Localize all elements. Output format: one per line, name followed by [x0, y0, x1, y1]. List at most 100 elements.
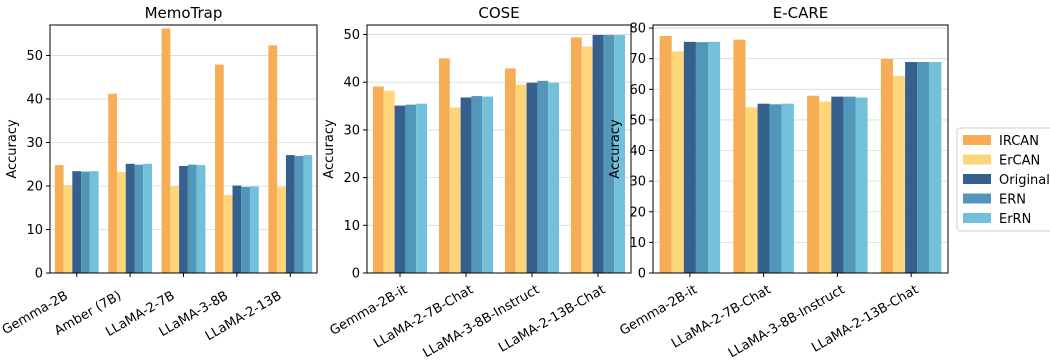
bar-original-1	[394, 105, 406, 273]
bar-errn-1	[708, 41, 721, 273]
y-axis-label: Accuracy	[322, 119, 337, 179]
chart-title: MemoTrap	[145, 4, 223, 22]
legend-label-ercan: ErCAN	[999, 154, 1040, 169]
bar-ircan-2	[733, 39, 746, 274]
y-tick-label: 50	[629, 113, 646, 128]
bar-ercan-4	[223, 195, 233, 273]
bar-original-3	[526, 82, 538, 273]
bar-errn-4	[614, 35, 626, 274]
bar-ern-3	[843, 96, 856, 274]
bar-ern-3	[537, 80, 549, 273]
legend-label-ircan: IRCAN	[999, 134, 1039, 149]
bar-ercan-2	[116, 172, 126, 273]
y-tick-label: 80	[629, 22, 646, 37]
legend-swatch-original	[963, 174, 991, 184]
bar-original-5	[285, 155, 295, 273]
bar-errn-1	[416, 103, 428, 273]
bar-original-1	[683, 41, 696, 273]
y-tick-label: 0	[352, 267, 360, 282]
bar-original-3	[179, 165, 188, 273]
bar-ircan-2	[438, 58, 450, 274]
legend-swatch-ercan	[963, 154, 991, 165]
legend-swatch-ircan	[963, 135, 991, 145]
bar-ercan-1	[671, 51, 684, 273]
y-tick-label: 10	[629, 236, 646, 251]
y-tick-label: 30	[343, 123, 360, 138]
y-tick-label: 60	[629, 83, 646, 98]
y-tick-label: 30	[26, 136, 43, 151]
bar-errn-5	[303, 155, 313, 273]
bar-ircan-4	[570, 37, 582, 274]
legend-label-original: Original	[999, 173, 1050, 188]
bar-original-3	[831, 96, 844, 274]
bar-ern-2	[769, 104, 782, 273]
axes-frame	[366, 24, 632, 274]
bar-ern-4	[917, 62, 930, 274]
bar-original-2	[125, 163, 135, 273]
y-tick-label: 50	[343, 28, 360, 43]
legend-label-ern: ERN	[999, 193, 1026, 208]
x-tick-label: LLaMA-3-8B-Instruct	[421, 282, 542, 360]
bar-ircan-1	[659, 36, 672, 274]
bar-errn-2	[143, 163, 152, 273]
y-tick-label: 30	[629, 175, 646, 190]
bar-original-4	[232, 185, 242, 273]
x-tick-label: LLaMA-2-13B-Chat	[496, 282, 608, 355]
bar-ern-2	[134, 164, 144, 273]
chart-panel-2: 01020304050Gemma-2B-itLLaMA-2-7B-ChatLLa…	[322, 4, 632, 360]
y-tick-label: 40	[343, 76, 360, 91]
bar-ircan-4	[880, 58, 893, 273]
legend-swatch-errn	[963, 213, 991, 223]
bar-ern-5	[294, 155, 304, 273]
y-tick-label: 20	[629, 205, 646, 220]
chart-title: E-CARE	[773, 4, 829, 22]
y-tick-label: 10	[343, 219, 360, 234]
bar-ircan-4	[215, 64, 224, 273]
axes-frame	[652, 24, 949, 274]
bar-ern-1	[695, 42, 709, 274]
y-tick-label: 50	[26, 49, 43, 64]
bar-ercan-1	[383, 90, 395, 273]
bar-ircan-3	[807, 95, 820, 274]
y-tick-label: 10	[26, 223, 43, 238]
bar-ercan-2	[449, 107, 461, 273]
bar-ircan-1	[372, 86, 384, 274]
y-tick-label: 40	[629, 144, 646, 159]
bar-errn-4	[250, 186, 259, 273]
bar-ern-1	[405, 104, 417, 274]
chart-title: COSE	[478, 4, 519, 22]
legend-frame	[956, 127, 1050, 232]
bar-original-2	[460, 97, 472, 273]
bar-ern-4	[241, 186, 251, 273]
bar-ircan-5	[268, 45, 278, 273]
y-tick-label: 40	[26, 92, 43, 107]
y-tick-label: 70	[629, 52, 646, 67]
bar-errn-1	[89, 171, 99, 273]
bar-ercan-3	[515, 84, 527, 273]
bar-ercan-3	[819, 101, 832, 273]
y-axis-label: Accuracy	[5, 119, 20, 179]
bar-ircan-3	[161, 28, 171, 274]
bar-errn-3	[196, 165, 206, 273]
bar-ern-2	[471, 96, 483, 273]
bar-original-4	[592, 35, 604, 274]
bar-ercan-1	[63, 185, 73, 273]
y-tick-label: 20	[26, 179, 43, 194]
bar-ercan-4	[581, 46, 593, 273]
bar-errn-2	[482, 96, 494, 274]
bar-errn-3	[855, 97, 868, 274]
bar-ercan-5	[277, 186, 286, 273]
y-tick-label: 0	[638, 267, 646, 282]
legend-label-errn: ErRN	[999, 212, 1031, 227]
bar-original-1	[72, 171, 82, 273]
chart-panel-3: 01020304050607080Gemma-2B-itLLaMA-2-7B-C…	[608, 4, 949, 360]
bar-errn-4	[929, 62, 942, 274]
y-axis-label: Accuracy	[608, 119, 623, 179]
bar-errn-2	[781, 103, 794, 273]
bar-original-4	[905, 62, 918, 274]
bar-ircan-2	[108, 93, 117, 273]
legend: IRCAN ErCAN Original ERN ErRN	[956, 127, 1050, 232]
bar-ircan-1	[54, 165, 64, 273]
